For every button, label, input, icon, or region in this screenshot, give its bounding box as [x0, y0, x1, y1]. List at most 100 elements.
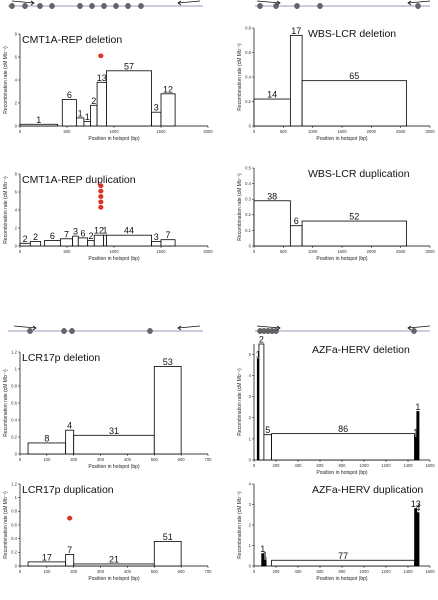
y-tick-label: 2	[15, 100, 18, 105]
bar-count-label: 44	[124, 226, 134, 236]
chart-title: LCR17p duplication	[22, 484, 114, 496]
x-tick-label: 0	[253, 463, 256, 468]
y-axis-label: Recombination rate (cM Mb⁻¹)	[237, 173, 243, 241]
x-tick-label: 0	[253, 569, 256, 574]
bar	[416, 512, 420, 567]
x-tick-label: 600	[178, 569, 186, 574]
repeat-marker	[69, 328, 75, 334]
chart-wbs-dup: 0 0.1 0.2 0.3 0.4 0.5 0 500 1000 1500 2000 2500 3000…	[237, 165, 435, 262]
y-tick-label: 0	[15, 451, 18, 456]
bar	[72, 235, 79, 247]
bar	[60, 238, 74, 247]
bar	[160, 93, 176, 127]
y-tick-label: 2	[249, 522, 252, 527]
y-tick-label: 4	[15, 77, 18, 82]
chart-wbs-del: 0 0.2 0.4 0.6 0.8 0 500 1000 1500 2000 2500 3000 Pos…	[237, 25, 435, 142]
chart-title: WBS-LCR duplication	[308, 168, 410, 180]
repeat-marker	[49, 3, 55, 9]
repeat-marker	[415, 3, 421, 9]
bar	[253, 98, 291, 127]
x-axis-label: Position in hotspot (bp)	[88, 136, 139, 142]
bar	[93, 234, 105, 247]
bar-count-label: 6	[67, 90, 72, 100]
chart-cmt1a-del: 0 2 4 6 8 0 500 1000 1500 2000 Position in hotspot…	[3, 31, 213, 142]
x-tick-label: 2000	[367, 129, 377, 134]
bar-count-label: 4	[415, 503, 420, 513]
x-tick-label: 2500	[396, 129, 406, 134]
bar-count-label: 77	[338, 551, 348, 561]
left-arrowhead	[276, 325, 281, 331]
y-tick-label: 0.8	[11, 383, 17, 388]
x-tick-label: 3000	[425, 129, 435, 134]
bar-count-label: 6	[294, 216, 299, 226]
y-tick-label: 1	[15, 495, 18, 500]
x-tick-label: 1000	[308, 249, 318, 254]
y-tick-label: 0.1	[245, 228, 251, 233]
x-tick-label: 1500	[156, 129, 166, 134]
bar-count-label: 3	[154, 232, 159, 242]
bar-count-label: 1	[256, 349, 261, 359]
chart-title: CMT1A-REP duplication	[22, 174, 136, 186]
bar-count-label: 6	[50, 231, 55, 241]
y-tick-label: 0	[249, 457, 252, 462]
x-tick-label: 800	[339, 569, 347, 574]
x-tick-label: 500	[151, 569, 159, 574]
y-tick-label: 8	[15, 171, 18, 176]
bar-count-label: 3	[73, 227, 78, 237]
recombination-marker	[98, 53, 104, 59]
bar	[90, 104, 98, 127]
bar-count-label: 13	[411, 499, 421, 509]
y-tick-label: 3	[249, 394, 252, 399]
y-tick-label: 0	[249, 123, 252, 128]
chart-title: AZFa-HERV duplication	[312, 484, 423, 496]
x-tick-label: 0	[19, 129, 22, 134]
x-tick-label: 700	[205, 457, 213, 462]
x-tick-label: 200	[70, 569, 78, 574]
bar-count-label: 1	[415, 402, 420, 412]
recombination-marker	[98, 204, 104, 210]
bar-count-label: 1	[85, 112, 90, 122]
bar-count-label: 53	[163, 357, 173, 367]
x-tick-label: 1500	[337, 249, 347, 254]
bar-count-label: 3	[154, 103, 159, 113]
bar	[271, 433, 416, 461]
bar	[301, 220, 407, 247]
bar	[27, 442, 67, 455]
bar-count-label: 31	[109, 426, 119, 436]
x-tick-label: 1400	[403, 569, 413, 574]
y-tick-label: 0	[249, 243, 252, 248]
bar-count-label: 14	[267, 90, 277, 100]
x-tick-label: 100	[43, 457, 51, 462]
x-tick-label: 200	[273, 569, 281, 574]
y-tick-label: 0	[249, 563, 252, 568]
x-tick-label: 0	[19, 569, 22, 574]
y-tick-label: 0.3	[245, 197, 251, 202]
x-tick-label: 600	[317, 569, 325, 574]
y-tick-label: 0.4	[245, 181, 251, 186]
y-axis-label: Recombination rate (cM Mb⁻¹)	[3, 369, 9, 437]
y-tick-label: 0.2	[245, 212, 251, 217]
x-tick-label: 600	[178, 457, 186, 462]
y-tick-label: 4	[15, 207, 18, 212]
bar	[153, 366, 182, 455]
y-tick-label: 1.2	[11, 349, 17, 354]
bar-count-label: 13	[97, 73, 107, 83]
x-tick-label: 200	[273, 463, 281, 468]
y-axis-label: Recombination rate (cM Mb⁻¹)	[237, 491, 243, 559]
bar-count-label: 6	[80, 228, 85, 238]
y-tick-label: 1	[249, 543, 252, 548]
bar-count-label: 2	[91, 96, 96, 106]
bar	[83, 121, 91, 127]
repeat-marker	[9, 3, 15, 9]
y-tick-label: 0.6	[245, 50, 251, 55]
bar	[258, 343, 265, 461]
x-tick-label: 0	[19, 249, 22, 254]
x-tick-label: 500	[280, 249, 288, 254]
bar	[65, 553, 75, 567]
right-orientation-arrow	[407, 325, 431, 329]
bar-count-label: 12	[163, 84, 173, 94]
bar	[289, 34, 303, 127]
x-axis-label: Position in hotspot (bp)	[88, 256, 139, 262]
left-arrowhead	[30, 0, 35, 6]
